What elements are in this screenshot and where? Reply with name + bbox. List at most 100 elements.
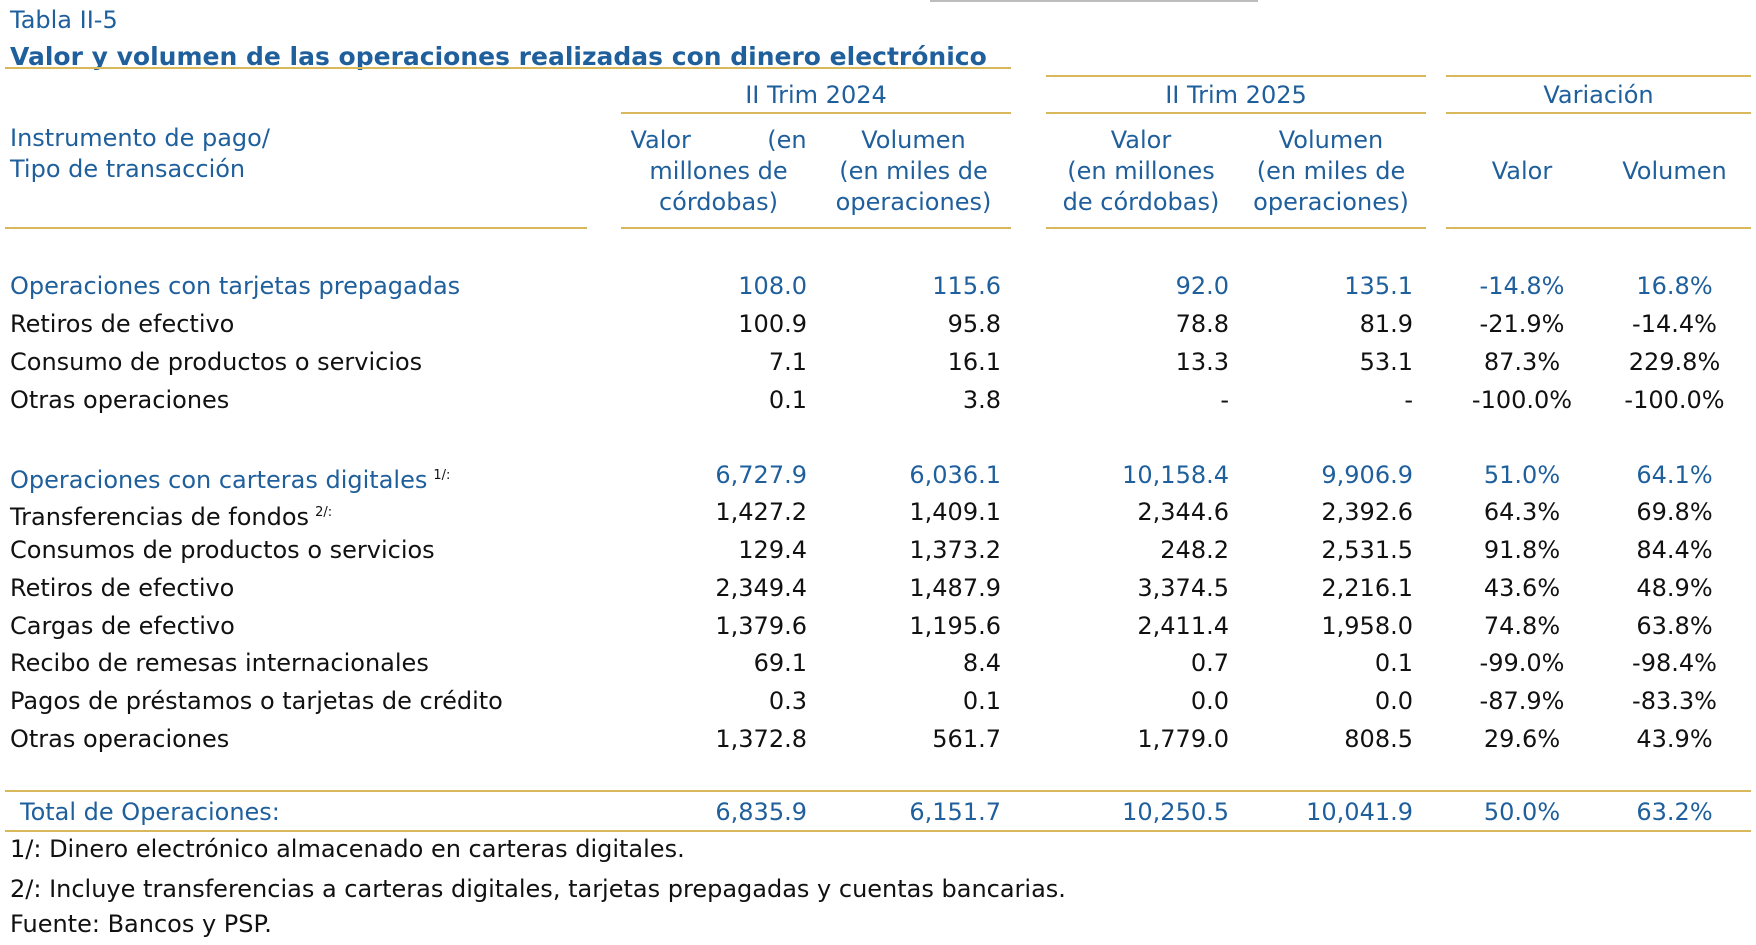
cell-2024-volumen: 6,036.1 [909,461,1001,489]
cell-2025-volumen: 0.0 [1374,687,1413,715]
cell-2025-valor: 92.0 [1175,272,1229,300]
cell-2025-valor: - [1220,386,1229,414]
cell-var-valor: 91.8% [1483,536,1561,564]
cell-var-volumen: -14.4% [1632,310,1717,338]
subheader-line: Volumen [1278,126,1384,154]
cell-2025-volumen: 2,392.6 [1321,498,1413,526]
cell-2024-volumen: 16.1 [947,348,1001,376]
cell-2025-valor: 248.2 [1160,536,1229,564]
row-label-text: Transferencias de fondos [10,503,310,531]
row-label: Retiros de efectivo [10,309,234,340]
row-header-line-1: Instrumento de pago/ [10,124,270,152]
row-label-text: Otras operaciones [10,386,230,414]
subheader-line: Valor (en [630,126,807,154]
rule-group-2024-bottom [621,112,1011,114]
row-label: Pagos de préstamos o tarjetas de crédito [10,686,503,717]
cell-var-valor: -100.0% [1471,386,1573,414]
cell-2025-volumen: 135.1 [1344,272,1413,300]
subheader-2025-valor: Valor (en millones de córdobas) [1046,125,1236,218]
cell-2024-volumen: 95.8 [947,310,1001,338]
rule-header-label-bottom [5,227,587,229]
cell-2024-valor: 7.1 [768,348,807,376]
subheader-line: córdobas) [658,188,779,216]
rule-header-var-bottom [1446,227,1751,229]
cell-2024-volumen: 8.4 [962,649,1001,677]
cell-2024-volumen: 115.6 [932,272,1001,300]
footnote-ref: 2/: [315,505,333,520]
subheader-line: (en millones [1067,157,1215,185]
subheader-line: operaciones) [835,188,992,216]
cell-2025-valor: 3,374.5 [1137,574,1229,602]
section-row-label: Operaciones con tarjetas prepagadas [10,271,460,302]
cell-2024-valor: 0.1 [768,386,807,414]
cell-2024-valor: 6,727.9 [715,461,807,489]
cell-var-valor: 74.8% [1483,612,1561,640]
cell-var-valor: -99.0% [1479,649,1565,677]
cell-2024-valor: 2,349.4 [715,574,807,602]
group-header-variacion: Variación [1543,81,1654,109]
subheader-2024-valor: Valor (en millones de córdobas) [621,125,816,218]
cell-var-volumen: 16.8% [1636,272,1713,300]
rule-header-2025-bottom [1046,227,1426,229]
row-label-text: Retiros de efectivo [10,574,235,602]
cell-2024-volumen: 0.1 [962,687,1001,715]
row-label-text: Cargas de efectivo [10,612,235,640]
subheader-var-valor: Valor [1491,157,1553,185]
cell-2024-volumen: 3.8 [962,386,1001,414]
cell-var-volumen: -83.3% [1632,687,1717,715]
subheader-line: de córdobas) [1062,188,1220,216]
cell-2025-valor: 78.8 [1175,310,1229,338]
cell-var-valor: -21.9% [1479,310,1565,338]
total-value-var-valor: 50.0% [1483,798,1561,826]
total-value-var-volumen: 63.2% [1636,798,1713,826]
footnote-2: 2/: Incluye transferencias a carteras di… [10,875,1066,903]
row-label: Cargas de efectivo [10,611,235,642]
rule-group-var-top [1446,75,1751,77]
cell-2024-valor: 1,372.8 [715,725,807,753]
subheader-line: (en miles de [839,157,988,185]
cell-2024-volumen: 1,195.6 [909,612,1001,640]
cell-2024-valor: 1,379.6 [715,612,807,640]
cell-2024-valor: 69.1 [753,649,807,677]
cell-2025-volumen: 808.5 [1344,725,1413,753]
cell-var-valor: 29.6% [1483,725,1561,753]
cell-var-volumen: 69.8% [1636,498,1713,526]
table-title: Valor y volumen de las operaciones reali… [10,42,987,71]
cell-var-valor: 64.3% [1483,498,1561,526]
rule-group-2025-bottom [1046,112,1426,114]
cell-2024-volumen: 561.7 [932,725,1001,753]
cell-2025-valor: 0.0 [1190,687,1229,715]
cell-2025-volumen: 2,531.5 [1321,536,1413,564]
cell-2025-volumen: 81.9 [1359,310,1413,338]
subheader-2025-volumen: Volumen (en miles de operaciones) [1236,125,1426,218]
row-label: Consumos de productos o servicios [10,535,435,566]
total-label: Total de Operaciones: [20,798,280,826]
subheader-line: Volumen [861,126,966,154]
cell-2025-valor: 10,158.4 [1122,461,1229,489]
cell-var-valor: 51.0% [1483,461,1561,489]
top-divider [930,0,1258,2]
row-label: Otras operaciones [10,385,229,416]
rule-total-bottom [5,830,1751,832]
cell-var-volumen: 64.1% [1636,461,1713,489]
rule-group-var-bottom [1446,112,1751,114]
cell-var-valor: 87.3% [1483,348,1561,376]
row-label-text: Retiros de efectivo [10,310,235,338]
cell-2025-volumen: 9,906.9 [1321,461,1413,489]
row-label: Otras operaciones [10,724,229,755]
subheader-line: Valor [1110,126,1172,154]
row-header-line-2: Tipo de transacción [10,155,246,183]
cell-2024-volumen: 1,487.9 [909,574,1001,602]
rule-total-top [5,790,1751,792]
row-label-text: Consumos de productos o servicios [10,536,435,564]
total-value-2025-valor: 10,250.5 [1122,798,1229,826]
cell-2025-valor: 2,344.6 [1137,498,1229,526]
row-label: Recibo de remesas internacionales [10,648,429,679]
row-label-text: Operaciones con tarjetas prepagadas [10,272,461,300]
cell-var-volumen: -98.4% [1632,649,1717,677]
cell-var-volumen: 63.8% [1636,612,1713,640]
rule-group-2025-top [1046,75,1426,77]
row-label: Consumo de productos o servicios [10,347,422,378]
cell-2024-valor: 100.9 [738,310,807,338]
cell-2024-valor: 108.0 [738,272,807,300]
